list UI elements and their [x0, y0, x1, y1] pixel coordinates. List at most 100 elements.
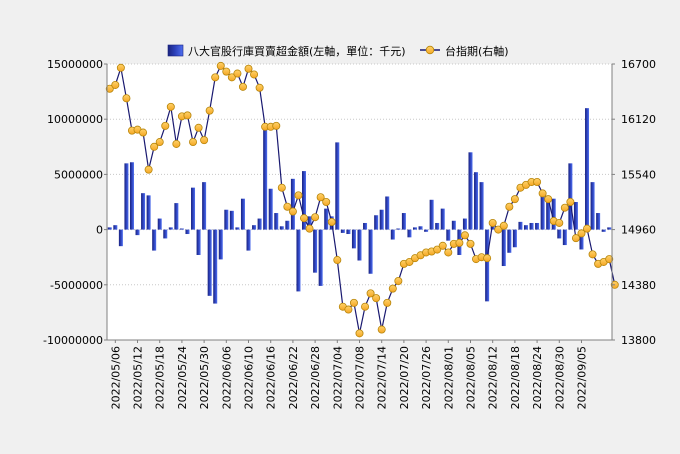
right-tick-label: 13800	[621, 334, 656, 347]
bar	[302, 171, 307, 230]
x-tick-label: 2022/06/10	[243, 346, 256, 409]
line-point	[377, 325, 386, 334]
bar	[540, 196, 545, 230]
line-point	[300, 214, 309, 223]
bar	[135, 229, 140, 236]
bar	[207, 229, 212, 296]
line-point	[433, 245, 442, 254]
line-point	[588, 250, 597, 259]
line-point	[438, 241, 447, 250]
line-point	[405, 257, 414, 266]
bar	[124, 163, 129, 230]
x-tick-label: 2022/07/20	[398, 346, 411, 409]
line-point	[383, 298, 392, 307]
right-tick-label: 14960	[621, 224, 656, 237]
legend-bar-label: 八大官股行庫買賣超金額(左軸，單位：千元)	[188, 44, 406, 58]
line-point	[211, 73, 220, 82]
bar	[185, 229, 190, 235]
x-tick-label: 2022/09/05	[575, 346, 588, 409]
line-series	[105, 61, 619, 338]
line-point	[205, 106, 214, 115]
bar	[501, 229, 506, 267]
bar	[263, 128, 268, 230]
bar	[235, 227, 240, 230]
line-point	[505, 202, 514, 211]
line-point	[277, 183, 286, 192]
line-point	[372, 294, 381, 303]
line-point	[294, 191, 303, 200]
bar	[285, 220, 290, 230]
line-point	[183, 111, 192, 120]
bar	[374, 215, 379, 230]
line-point	[460, 231, 469, 240]
bar	[324, 208, 329, 230]
bar	[252, 225, 257, 230]
bar	[551, 198, 556, 230]
x-tick-label: 2022/05/06	[109, 346, 122, 409]
bar	[518, 221, 523, 230]
bar	[168, 227, 173, 230]
x-tick-label: 2022/07/26	[420, 346, 433, 409]
left-tick-label: 5000000	[54, 168, 103, 181]
bar	[191, 187, 196, 230]
line-point	[316, 193, 325, 202]
line-point	[455, 238, 464, 247]
bar	[451, 220, 456, 230]
bar	[424, 229, 429, 232]
bar	[246, 229, 251, 251]
bar	[290, 178, 295, 230]
line-point	[155, 138, 164, 147]
line-point	[150, 142, 159, 151]
line-point	[255, 83, 264, 92]
bar	[174, 203, 179, 230]
axes: -10000000 -5000000 0 5000000 10000000 1500000…	[43, 58, 656, 409]
bar	[257, 218, 262, 230]
bar	[157, 218, 162, 230]
x-tick-label: 2022/07/14	[376, 346, 389, 409]
bar	[196, 229, 201, 255]
line-point	[116, 63, 125, 72]
line-point	[538, 189, 547, 198]
line-point	[466, 239, 475, 248]
bar	[240, 198, 245, 230]
legend-line-label: 台指期(右軸)	[445, 44, 509, 58]
line-point	[605, 255, 614, 264]
bar	[413, 227, 417, 230]
bar	[429, 199, 434, 230]
bar	[313, 229, 318, 273]
line-point	[560, 203, 569, 212]
line-point	[189, 138, 198, 147]
bar	[385, 196, 390, 230]
bar	[296, 229, 301, 292]
bar	[218, 229, 223, 260]
x-tick-label: 2022/05/12	[132, 346, 145, 409]
x-tick-label: 2022/06/28	[309, 346, 322, 409]
line-point	[333, 256, 342, 265]
x-tick-label: 2022/06/22	[287, 346, 300, 409]
bar	[129, 162, 134, 230]
bar	[357, 229, 362, 261]
bar	[152, 229, 157, 251]
left-tick-label: 10000000	[47, 113, 103, 126]
right-tick-label: 16700	[621, 58, 656, 71]
line-point	[366, 289, 375, 298]
bar	[346, 229, 351, 235]
legend-bar-swatch	[167, 44, 184, 57]
bar	[213, 229, 218, 304]
bar	[557, 229, 562, 239]
line-point	[250, 70, 259, 79]
line-point	[222, 67, 231, 76]
left-tick-label: -5000000	[50, 279, 103, 292]
bar	[462, 218, 467, 230]
bar	[407, 229, 412, 238]
line-point	[227, 73, 236, 82]
line-point	[483, 254, 492, 263]
legend-line-marker	[425, 45, 435, 55]
x-tick-label: 2022/08/30	[553, 346, 566, 409]
line-point	[244, 64, 253, 73]
bar	[585, 108, 590, 230]
left-tick-label: -10000000	[43, 334, 103, 347]
right-tick-label: 15540	[621, 168, 656, 181]
x-tick-label: 2022/08/01	[442, 346, 455, 409]
line-point	[344, 305, 353, 314]
